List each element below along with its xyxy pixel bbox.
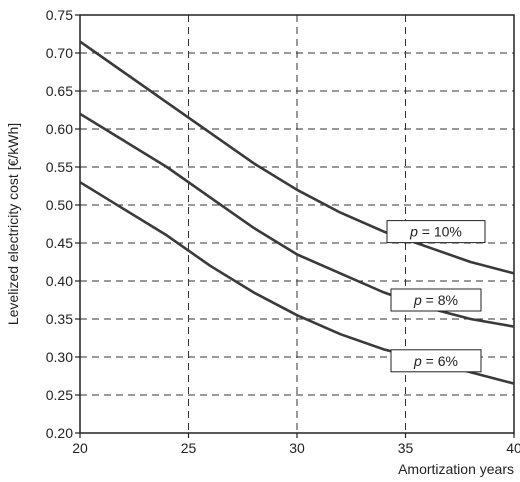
series-label-2: p = 8% bbox=[390, 288, 482, 312]
y-tick-label: 0.65 bbox=[46, 83, 73, 99]
y-tick-label: 0.40 bbox=[46, 273, 73, 289]
y-tick-label: 0.35 bbox=[46, 311, 73, 327]
series-annotations: p = 10% p = 8% p = 6% bbox=[386, 220, 486, 373]
label-text: p = 6% bbox=[413, 353, 458, 369]
x-axis-ticks: 20 25 30 35 40 bbox=[72, 433, 520, 456]
y-tick-label: 0.75 bbox=[46, 7, 73, 23]
y-axis-label: Levelized electricity cost [€/kWh] bbox=[5, 123, 21, 325]
x-tick-label: 40 bbox=[506, 440, 520, 456]
y-tick-label: 0.45 bbox=[46, 235, 73, 251]
x-axis-label: Amortization years bbox=[398, 461, 514, 477]
y-tick-label: 0.25 bbox=[46, 387, 73, 403]
label-text: p = 10% bbox=[409, 224, 462, 240]
label-box bbox=[386, 220, 486, 244]
x-tick-label: 20 bbox=[72, 440, 88, 456]
x-tick-label: 25 bbox=[181, 440, 197, 456]
y-tick-label: 0.70 bbox=[46, 45, 73, 61]
label-text: p = 8% bbox=[413, 292, 458, 308]
y-axis-ticks: 0.20 0.25 0.30 0.35 0.40 0.45 0.50 0.55 0.60 0.65… bbox=[46, 7, 80, 441]
y-tick-label: 0.60 bbox=[46, 121, 73, 137]
y-tick-label: 0.50 bbox=[46, 197, 73, 213]
y-tick-label: 0.20 bbox=[46, 425, 73, 441]
series-label-3: p = 6% bbox=[390, 349, 482, 373]
label-box bbox=[390, 349, 482, 373]
series-label-1: p = 10% bbox=[386, 220, 486, 244]
series-line-1 bbox=[79, 40, 515, 275]
label-box bbox=[390, 288, 482, 312]
y-tick-label: 0.30 bbox=[46, 349, 73, 365]
x-tick-label: 35 bbox=[398, 440, 414, 456]
grid bbox=[80, 15, 514, 433]
y-tick-label: 0.55 bbox=[46, 159, 73, 175]
x-tick-label: 30 bbox=[289, 440, 305, 456]
